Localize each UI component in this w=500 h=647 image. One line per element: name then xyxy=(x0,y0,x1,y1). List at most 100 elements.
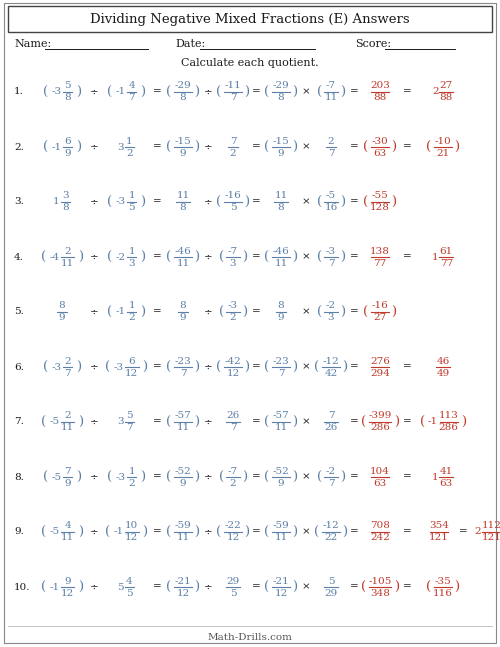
Text: =: = xyxy=(350,582,358,591)
Text: ): ) xyxy=(242,250,248,263)
Text: ÷: ÷ xyxy=(204,417,212,426)
Text: ): ) xyxy=(394,580,399,593)
Text: (: ( xyxy=(264,250,270,263)
Text: 2: 2 xyxy=(64,411,71,421)
Text: (: ( xyxy=(43,470,48,483)
Text: ): ) xyxy=(292,580,298,593)
Text: 3: 3 xyxy=(328,314,334,322)
Text: (: ( xyxy=(107,305,112,318)
Text: ): ) xyxy=(140,250,145,263)
Text: 21: 21 xyxy=(436,149,450,157)
Text: 203: 203 xyxy=(370,82,390,91)
Text: (: ( xyxy=(216,360,222,373)
Text: Date:: Date: xyxy=(175,39,206,49)
Text: (: ( xyxy=(41,525,46,538)
Text: ×: × xyxy=(302,362,310,371)
Text: ): ) xyxy=(244,525,250,538)
Text: =: = xyxy=(252,252,260,261)
Text: ): ) xyxy=(340,195,345,208)
Text: -2: -2 xyxy=(116,252,126,261)
Text: ×: × xyxy=(302,197,310,206)
Text: ): ) xyxy=(140,470,145,483)
Text: (: ( xyxy=(166,360,172,373)
Text: ×: × xyxy=(302,252,310,261)
Text: =: = xyxy=(252,362,260,371)
Text: (: ( xyxy=(41,250,46,263)
Text: 46: 46 xyxy=(436,356,450,366)
Text: -7: -7 xyxy=(228,247,238,256)
Text: =: = xyxy=(152,527,162,536)
Text: =: = xyxy=(152,87,162,96)
Text: (: ( xyxy=(218,250,224,263)
Text: -7: -7 xyxy=(326,82,336,91)
Text: (: ( xyxy=(216,525,222,538)
Text: =: = xyxy=(350,197,358,206)
Text: =: = xyxy=(152,197,162,206)
Text: -3: -3 xyxy=(52,87,62,96)
Text: -29: -29 xyxy=(272,82,289,91)
Text: ): ) xyxy=(76,470,81,483)
Text: -1: -1 xyxy=(52,142,62,151)
Text: ): ) xyxy=(340,250,345,263)
Text: 6: 6 xyxy=(64,137,71,146)
Text: -10: -10 xyxy=(434,137,452,146)
Text: ÷: ÷ xyxy=(90,582,98,591)
Text: (: ( xyxy=(43,140,48,153)
Text: ): ) xyxy=(292,140,298,153)
Text: 1: 1 xyxy=(128,466,135,476)
Text: 88: 88 xyxy=(440,94,453,102)
Text: -12: -12 xyxy=(322,356,340,366)
Text: ): ) xyxy=(454,140,460,153)
Text: Name:: Name: xyxy=(14,39,52,49)
Text: (: ( xyxy=(314,360,320,373)
Text: 1: 1 xyxy=(128,302,135,311)
Text: 7: 7 xyxy=(230,137,236,146)
Text: 2: 2 xyxy=(230,314,236,322)
Text: 8: 8 xyxy=(180,204,186,212)
Text: 7: 7 xyxy=(230,94,236,102)
Text: -2: -2 xyxy=(326,302,336,311)
Text: (: ( xyxy=(426,140,432,153)
Text: -1: -1 xyxy=(428,417,438,426)
Text: 63: 63 xyxy=(374,479,386,487)
Text: 1: 1 xyxy=(128,247,135,256)
Text: ×: × xyxy=(302,142,310,151)
Text: (: ( xyxy=(105,360,110,373)
Text: -3: -3 xyxy=(116,472,126,481)
Text: ): ) xyxy=(194,140,200,153)
Text: 2: 2 xyxy=(128,314,135,322)
Text: ): ) xyxy=(194,250,200,263)
Text: 26: 26 xyxy=(226,411,239,421)
Text: 12: 12 xyxy=(274,589,287,597)
Text: 7: 7 xyxy=(328,259,334,267)
Text: 2: 2 xyxy=(64,356,71,366)
Text: Math-Drills.com: Math-Drills.com xyxy=(208,633,292,641)
Text: =: = xyxy=(402,362,411,371)
Text: (: ( xyxy=(107,195,112,208)
Text: =: = xyxy=(350,417,358,426)
Text: 11: 11 xyxy=(176,259,190,267)
Text: 11: 11 xyxy=(274,534,287,542)
Text: ): ) xyxy=(454,580,460,593)
Text: -59: -59 xyxy=(174,521,192,531)
Text: ÷: ÷ xyxy=(90,87,98,96)
Text: (: ( xyxy=(264,140,270,153)
Text: -46: -46 xyxy=(174,247,192,256)
Text: ): ) xyxy=(194,525,200,538)
Text: ÷: ÷ xyxy=(90,362,98,371)
Text: (: ( xyxy=(166,470,172,483)
Text: ÷: ÷ xyxy=(204,472,212,481)
Text: =: = xyxy=(252,527,260,536)
Text: ÷: ÷ xyxy=(90,417,98,426)
Text: ): ) xyxy=(76,140,81,153)
Text: =: = xyxy=(152,252,162,261)
Text: 8.: 8. xyxy=(14,472,24,481)
Text: =: = xyxy=(350,362,358,371)
Text: 7: 7 xyxy=(180,369,186,377)
Text: 9: 9 xyxy=(64,576,71,586)
Text: (: ( xyxy=(316,195,322,208)
Text: 9: 9 xyxy=(58,314,66,322)
Text: -46: -46 xyxy=(272,247,289,256)
Text: (: ( xyxy=(216,85,222,98)
Text: 348: 348 xyxy=(370,589,390,597)
